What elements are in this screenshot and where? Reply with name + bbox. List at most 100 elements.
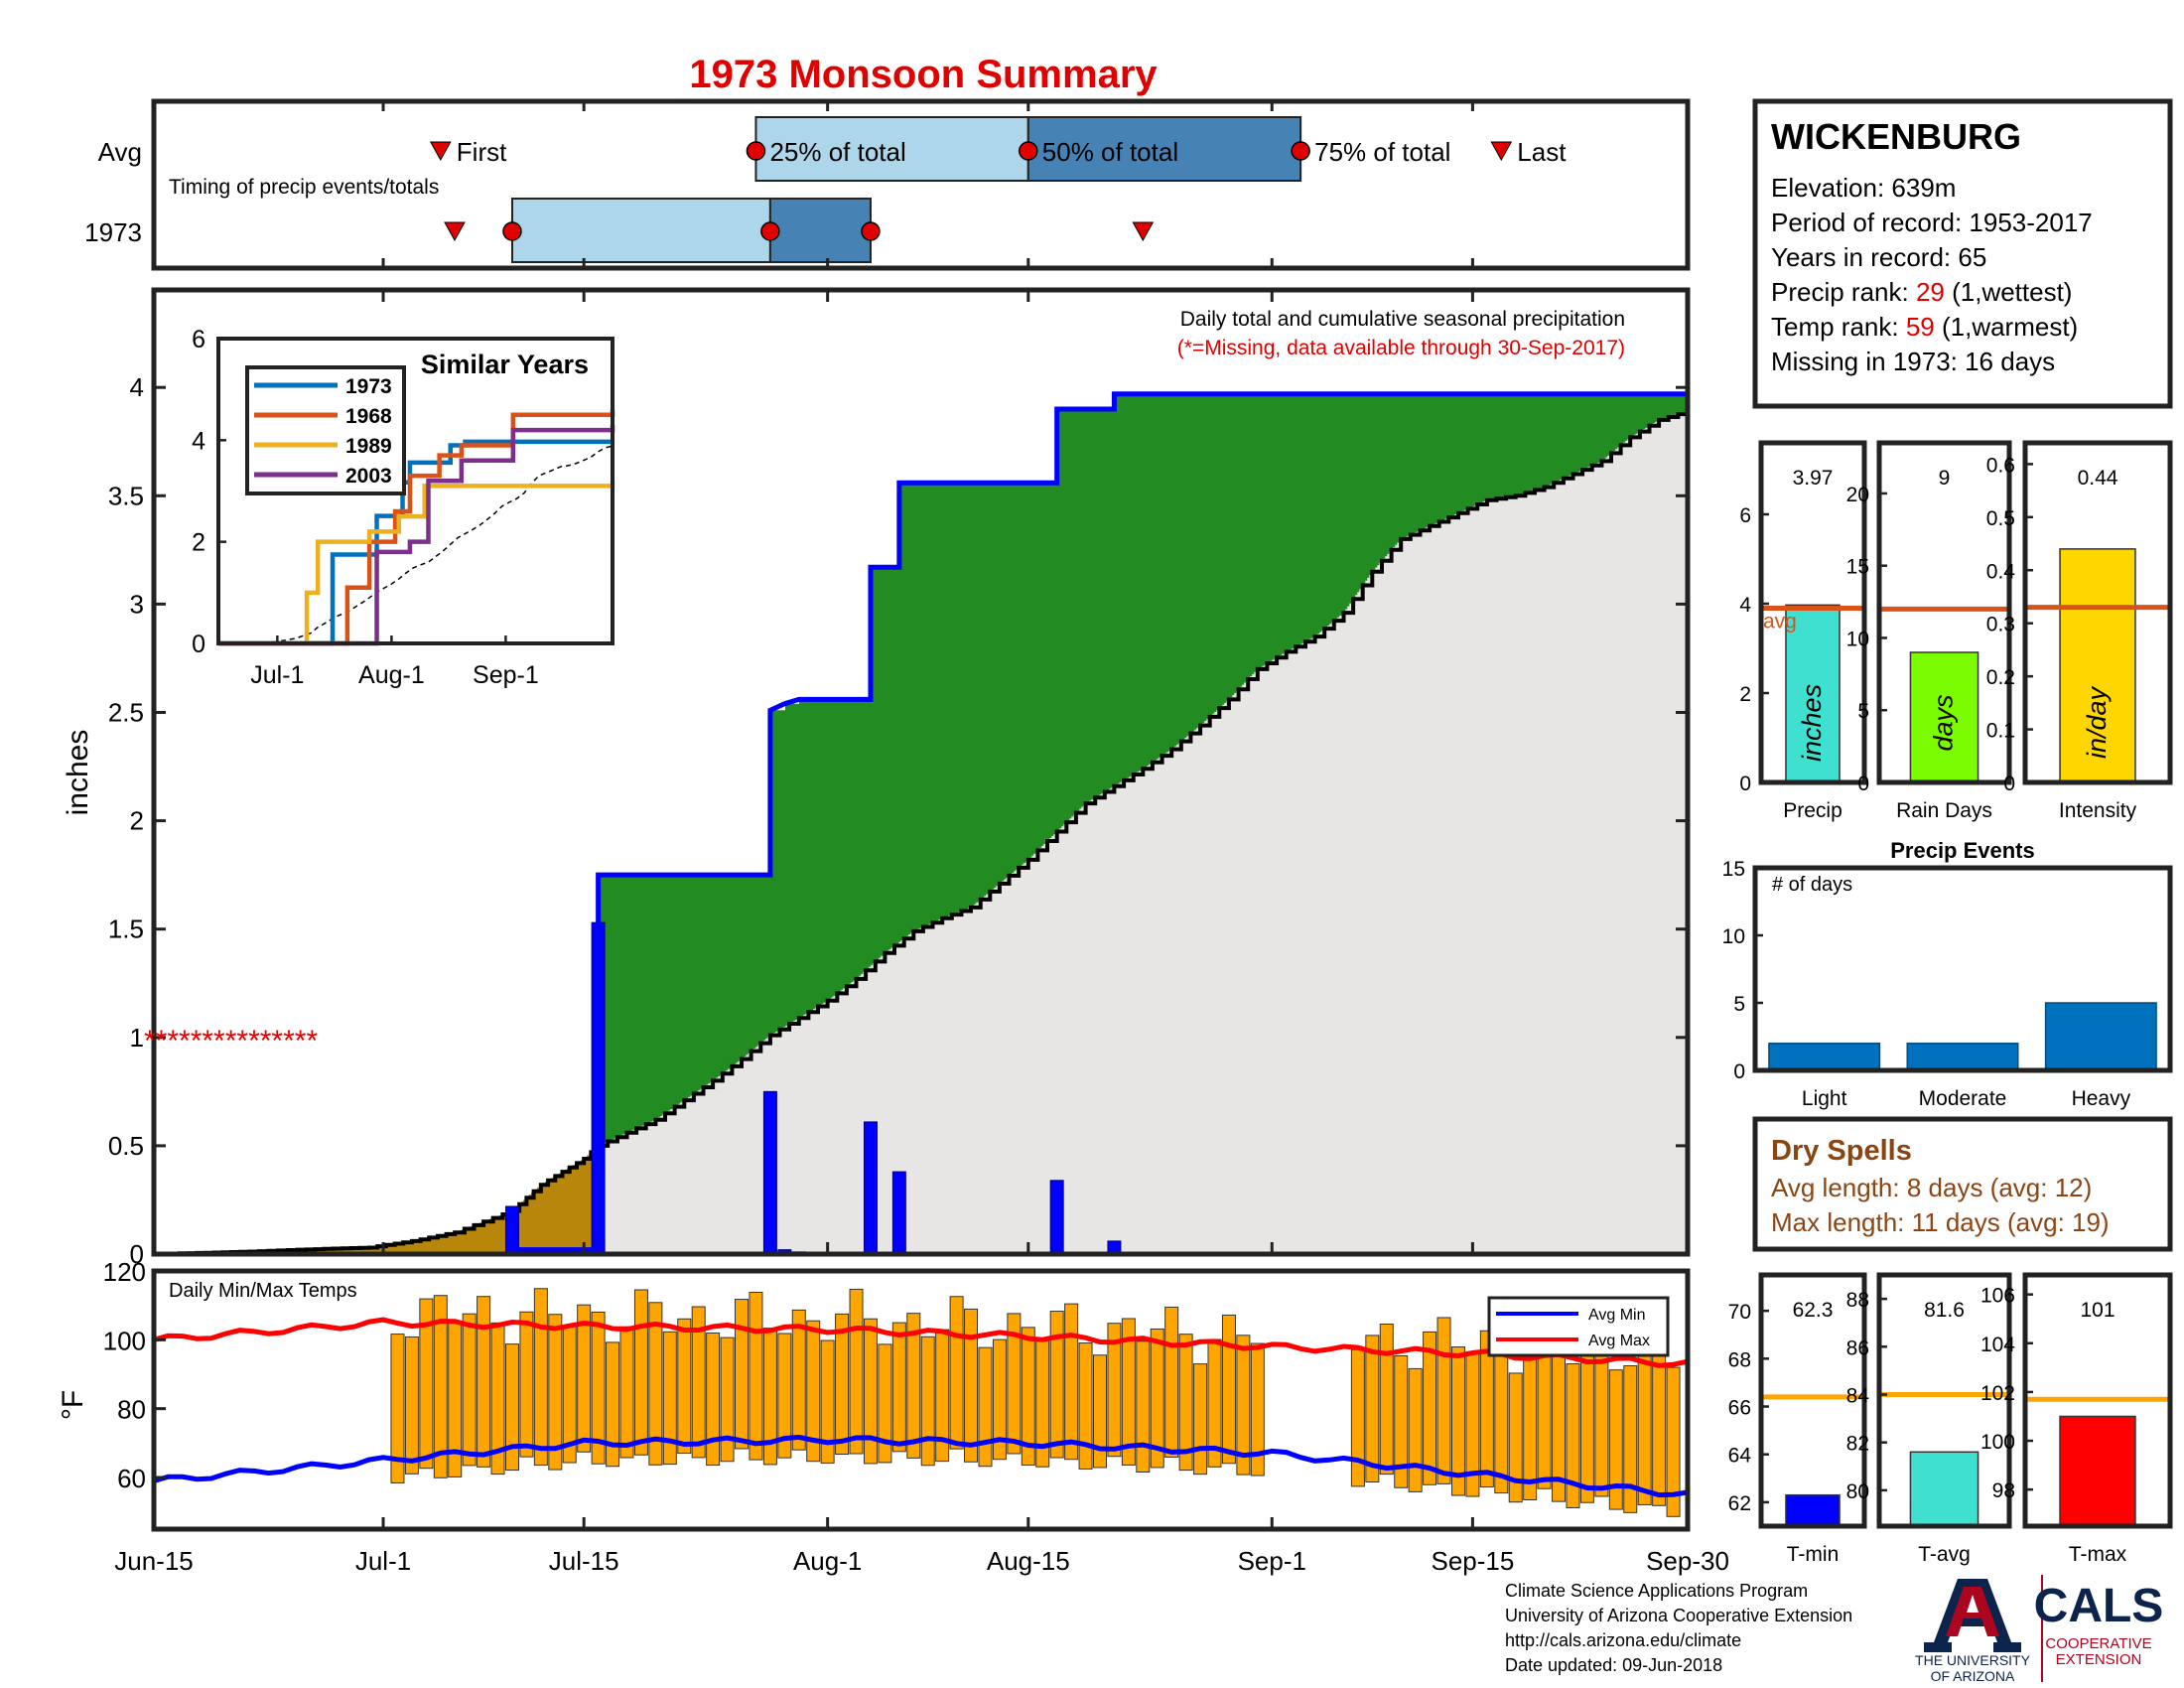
surplus-strip	[1528, 393, 1531, 492]
surplus-strip	[805, 699, 808, 1014]
surplus-strip	[613, 875, 615, 1139]
missing-note: (*=Missing, data available through 30-Se…	[1177, 337, 1625, 359]
surplus-strip	[849, 699, 852, 984]
surplus-strip	[1147, 393, 1150, 767]
daily-temp-bar	[849, 1288, 864, 1455]
raindays-mini-ytick-label: 0	[1857, 773, 1869, 795]
surplus-strip	[1546, 393, 1549, 487]
surplus-strip	[1105, 409, 1108, 791]
deficit-strip	[450, 1233, 453, 1254]
surplus-strip	[867, 699, 870, 969]
tmax-mini-frame	[2022, 1272, 2173, 1529]
intensity-mini-unit: in/day	[2082, 685, 2112, 759]
surplus-strip	[1645, 393, 1648, 428]
daily-temp-bar	[1193, 1363, 1208, 1476]
surplus-strip	[1532, 393, 1535, 492]
surplus-strip	[851, 699, 854, 983]
surplus-strip	[831, 699, 834, 998]
surplus-strip	[1468, 393, 1471, 508]
deficit-strip	[372, 1246, 375, 1254]
surplus-strip	[970, 483, 973, 908]
deficit-strip	[394, 1243, 397, 1254]
tmin-mini-ytick-label: 70	[1728, 1301, 1751, 1324]
daily-temp-bar	[1049, 1311, 1064, 1459]
deficit-strip	[454, 1232, 457, 1254]
surplus-strip	[680, 875, 683, 1103]
surplus-strip	[1438, 393, 1441, 522]
surplus-strip	[1059, 409, 1062, 829]
surplus-strip	[1363, 393, 1366, 584]
surplus-strip	[879, 567, 882, 958]
surplus-strip	[1458, 393, 1461, 513]
surplus-strip	[710, 875, 713, 1082]
surplus-strip	[1683, 393, 1686, 413]
surplus-strip	[1168, 393, 1171, 752]
missing-days: Missing in 1973: 16 days	[1771, 347, 2055, 376]
surplus-strip	[1343, 393, 1346, 613]
deficit-strip	[539, 1185, 542, 1250]
surplus-strip	[1643, 393, 1646, 430]
elevation: Elevation: 639m	[1771, 173, 1956, 203]
surplus-strip	[1429, 393, 1432, 526]
surplus-strip	[992, 483, 995, 890]
surplus-strip	[1589, 393, 1592, 467]
surplus-strip	[1434, 393, 1437, 524]
surplus-strip	[1141, 393, 1144, 771]
x-tick-label: Jul-15	[549, 1546, 619, 1576]
precip-mini-ytick-label: 0	[1739, 773, 1751, 795]
deficit-strip	[533, 1191, 536, 1250]
surplus-strip	[968, 483, 971, 909]
deficit-strip	[569, 1167, 572, 1250]
legend-avg-max-label: Avg Max	[1588, 1333, 1650, 1349]
dry-spells-avg: Avg length: 8 days (avg: 12)	[1771, 1173, 2092, 1202]
surplus-strip	[887, 567, 889, 951]
surplus-strip	[696, 875, 699, 1092]
deficit-strip	[428, 1237, 431, 1254]
surplus-strip	[1415, 393, 1418, 533]
surplus-strip	[1020, 483, 1023, 867]
surplus-strip	[622, 875, 625, 1135]
surplus-strip	[1151, 393, 1154, 764]
surplus-strip	[821, 699, 824, 1005]
surplus-strip	[1133, 393, 1136, 774]
surplus-strip	[984, 483, 987, 897]
surplus-strip	[688, 875, 691, 1097]
tmin-mini-bar	[1785, 1493, 1841, 1527]
surplus-strip	[1222, 393, 1225, 705]
surplus-strip	[1246, 393, 1249, 681]
surplus-strip	[1661, 393, 1664, 420]
surplus-strip	[1524, 393, 1527, 493]
deficit-strip	[535, 1189, 538, 1250]
precip-mini-frame	[1758, 440, 1867, 785]
temp-rank: Temp rank: 59 (1,warmest)	[1771, 312, 2078, 342]
surplus-strip	[644, 875, 647, 1125]
surplus-strip	[1448, 393, 1451, 517]
daily-temp-bar	[404, 1336, 419, 1475]
daily-temp-bar	[1479, 1330, 1494, 1488]
surplus-strip	[748, 875, 751, 1054]
surplus-strip	[1089, 409, 1092, 801]
surplus-strip	[994, 483, 997, 888]
surplus-strip	[1351, 393, 1354, 601]
surplus-strip	[859, 699, 862, 976]
surplus-strip	[1568, 393, 1570, 477]
tmax-mini-ytick-label: 98	[1992, 1479, 2015, 1502]
deficit-strip	[358, 1247, 361, 1254]
footer-line-1: Climate Science Applications Program	[1505, 1581, 1808, 1601]
surplus-strip	[1623, 393, 1626, 443]
surplus-strip	[1041, 483, 1044, 846]
deficit-strip	[579, 1161, 582, 1250]
missing-day-markers: ***************	[144, 1025, 318, 1057]
y1973-q50-marker	[760, 221, 780, 241]
surplus-strip	[974, 483, 977, 905]
surplus-strip	[873, 567, 876, 964]
daily-temp-bar	[1021, 1327, 1035, 1466]
tavg-mini-ytick-label: 86	[1846, 1336, 1869, 1359]
surplus-strip	[628, 875, 631, 1132]
surplus-strip	[1145, 393, 1148, 768]
surplus-strip	[1317, 393, 1320, 634]
average-cumulative-area	[154, 411, 1688, 1255]
surplus-strip	[1397, 393, 1400, 543]
surplus-strip	[918, 483, 921, 929]
surplus-strip	[1538, 393, 1541, 490]
